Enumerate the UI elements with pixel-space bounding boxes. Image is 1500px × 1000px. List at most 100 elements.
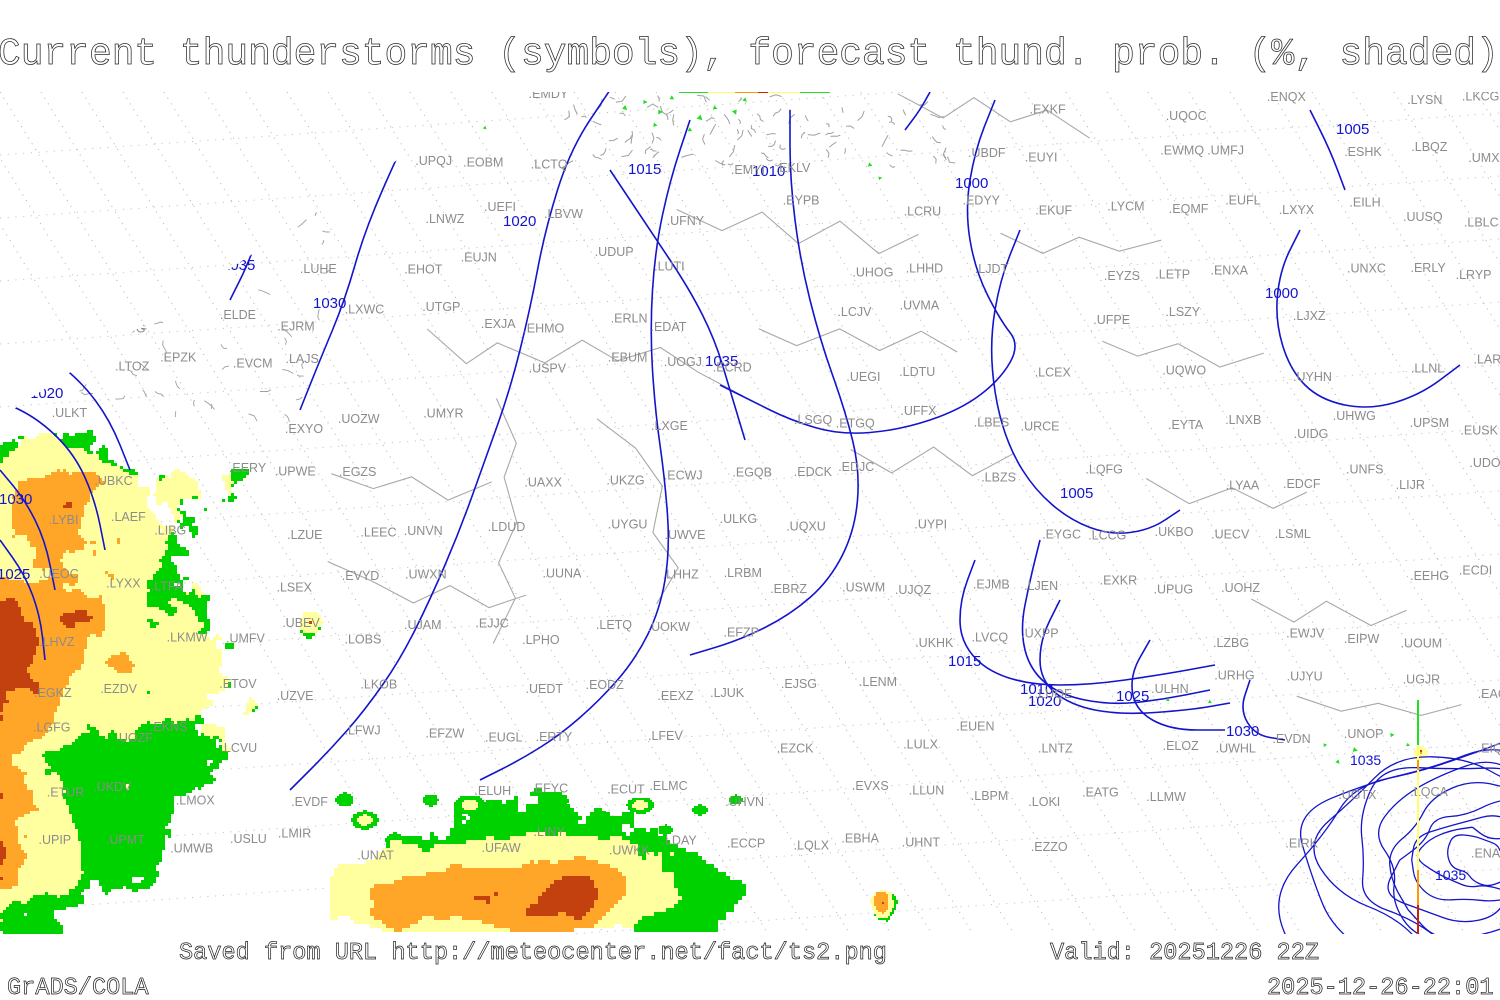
svg-text:.LSGQ: .LSGQ [794,413,832,427]
svg-text:.EUGL: .EUGL [485,731,523,745]
svg-text:.EZCK: .EZCK [777,741,814,755]
svg-text:.LXGE: .LXGE [651,419,688,433]
svg-text:.LJEN: .LJEN [1024,579,1058,593]
svg-text:.UOZW: .UOZW [338,412,380,426]
svg-text:.LRYP: .LRYP [1456,268,1492,282]
svg-text:1015: 1015 [948,653,981,670]
svg-text:.LIBG: .LIBG [154,524,186,538]
svg-text:.LARP: .LARP [1474,352,1500,366]
svg-text:.UNVN: .UNVN [404,524,443,538]
svg-text:1015: 1015 [628,161,661,178]
svg-text:1020: 1020 [30,385,63,402]
svg-text:.UJAM: .UJAM [404,618,442,632]
svg-text:.EIPW: .EIPW [1344,632,1380,646]
svg-text:.UYHN: .UYHN [1293,370,1332,384]
svg-text:.LOKI: .LOKI [1028,795,1060,809]
svg-text:.LRBM: .LRBM [724,566,762,580]
svg-text:.LGFG: .LGFG [33,721,71,735]
svg-text:.EJSG: .EJSG [781,677,817,691]
svg-text:.LPEX: .LPEX [214,207,250,221]
svg-text:.LBQZ: .LBQZ [1411,140,1447,154]
svg-text:.UNOP: .UNOP [1344,727,1384,741]
svg-text:.LMIR: .LMIR [278,827,311,841]
svg-text:.UOKW: .UOKW [648,620,691,634]
svg-text:.LEEC: .LEEC [360,525,396,539]
svg-text:.UFDE: .UFDE [35,215,73,229]
svg-text:.UJYU: .UJYU [1287,670,1323,684]
svg-text:.LIWE: .LIWE [221,142,255,156]
svg-text:.UQXU: .UQXU [786,519,826,533]
svg-text:.EIRK: .EIRK [1285,836,1318,850]
svg-text:.EVDF: .EVDF [291,795,328,809]
svg-text:.ELMC: .ELMC [649,779,687,793]
svg-text:.EXYO: .EXYO [285,422,323,436]
svg-text:.UMFJ: .UMFJ [1207,143,1244,157]
svg-text:.LLUN: .LLUN [909,784,944,798]
svg-text:.LKMW: .LKMW [167,631,208,645]
svg-text:.LSML: .LSML [1275,527,1311,541]
svg-text:.UYPI: .UYPI [914,517,947,531]
svg-text:.EFBV: .EFBV [162,163,199,177]
svg-text:.ULHN: .ULHN [1151,682,1189,696]
svg-text:.LXYX: .LXYX [1279,203,1315,217]
svg-text:.UOGJ: .UOGJ [664,355,702,369]
svg-text:.EIQS: .EIQS [1478,741,1500,755]
svg-text:.UDOX: .UDOX [1469,456,1500,470]
svg-text:.EEXZ: .EEXZ [657,689,693,703]
svg-text:.LDUD: .LDUD [488,520,526,534]
svg-text:.LETQ: .LETQ [596,618,632,632]
svg-text:.LKOB: .LKOB [360,678,397,692]
svg-text:.UHOG: .UHOG [852,266,893,280]
svg-text:.ENXA: .ENXA [1211,263,1249,277]
svg-text:.LHHD: .LHHD [906,261,944,275]
svg-text:.EOBM: .EOBM [463,155,503,169]
svg-text:.UMXL: .UMXL [1468,151,1500,165]
svg-text:.URCE: .URCE [1021,419,1060,433]
svg-text:1005: 1005 [1060,485,1093,502]
svg-text:.UPQJ: .UPQJ [415,154,452,168]
svg-text:.USPV: .USPV [529,361,567,375]
svg-text:.ECWJ: .ECWJ [664,469,703,483]
svg-text:.EWJV: .EWJV [1286,627,1325,641]
svg-text:.UEDT: .UEDT [526,682,564,696]
svg-text:995: 995 [906,79,931,96]
svg-text:.UUNA: .UUNA [543,567,583,581]
svg-text:.UPUG: .UPUG [1154,582,1194,596]
svg-text:.UYGU: .UYGU [608,518,648,532]
svg-text:.LVCQ: .LVCQ [972,630,1009,644]
svg-text:.UVLD: .UVLD [278,145,315,159]
svg-text:.EBHA: .EBHA [841,832,879,846]
svg-text:.EVYD: .EVYD [342,569,380,583]
svg-text:.LCEX: .LCEX [1035,365,1072,379]
svg-text:.LOBS: .LOBS [345,632,382,646]
svg-text:.UHNT: .UHNT [902,835,941,849]
svg-text:.LJUK: .LJUK [710,686,745,700]
svg-text:.LBVW: .LBVW [544,207,583,221]
svg-text:.LCHY: .LCHY [178,195,215,209]
svg-text:.ETOV: .ETOV [219,677,257,691]
svg-text:.LCCG: .LCCG [1088,529,1126,543]
svg-text:.EJRM: .EJRM [277,320,315,334]
svg-text:.EBUM: .EBUM [608,351,648,365]
svg-text:.UPMT: .UPMT [106,833,145,847]
svg-text:.LCRU: .LCRU [904,205,942,219]
svg-text:.LLMW: .LLMW [1146,790,1186,804]
svg-text:.LNXB: .LNXB [1225,413,1261,427]
svg-text:.ELDE: .ELDE [220,308,256,322]
svg-text:1020: 1020 [503,213,536,230]
svg-text:.LNOK: .LNOK [176,248,214,262]
svg-text:.EILH: .EILH [1349,196,1380,210]
svg-text:.EKNS: .EKNS [150,720,188,734]
svg-text:.EODZ: .EODZ [586,678,625,692]
svg-text:.LCTQ: .LCTQ [531,157,568,171]
svg-text:.USLU: .USLU [230,832,267,846]
svg-text:.LEFU: .LEFU [45,99,80,113]
svg-text:.EUJN: .EUJN [461,250,497,264]
svg-text:1005: 1005 [1336,121,1369,138]
svg-text:.ERLY: .ERLY [1411,261,1447,275]
svg-text:1025: 1025 [30,315,63,332]
svg-text:.EBRZ: .EBRZ [770,582,807,596]
svg-text:.UKZG: .UKZG [606,474,644,488]
svg-text:.EMYI: .EMYI [731,163,765,177]
